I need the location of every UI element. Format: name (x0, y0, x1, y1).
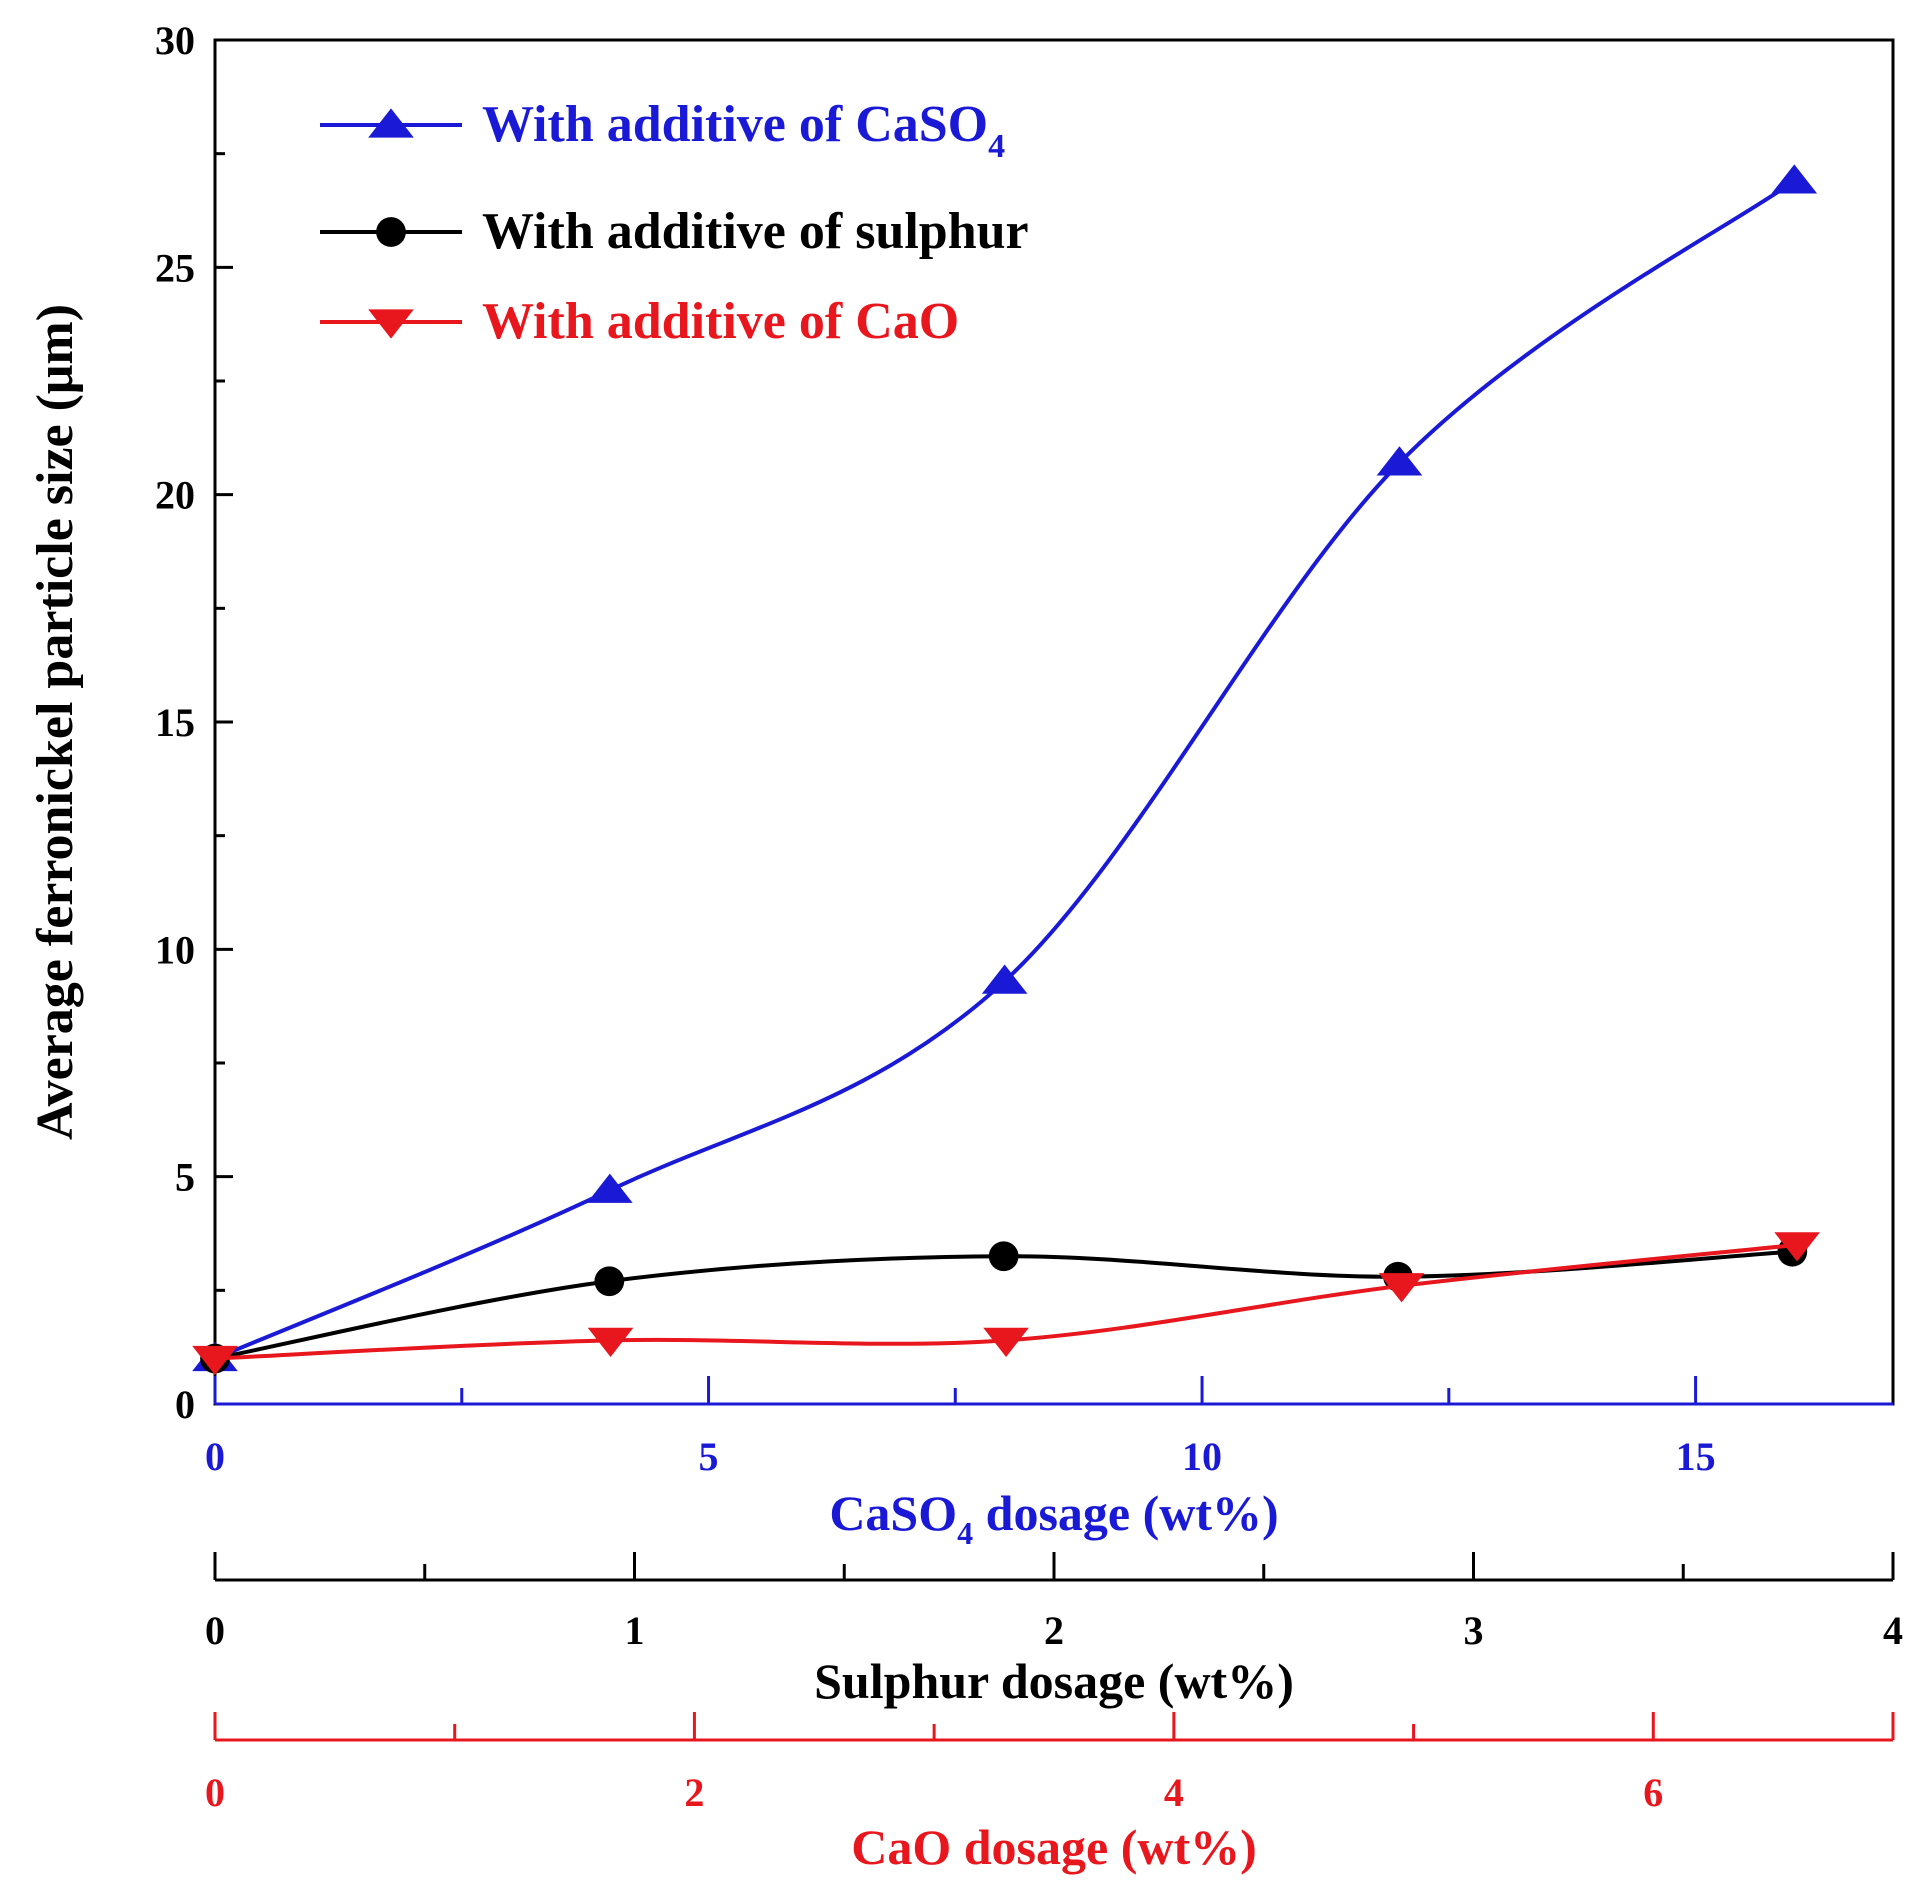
legend-item: With additive of CaO (320, 293, 959, 350)
y-tick-label: 5 (175, 1155, 195, 1200)
legend-item: With additive of sulphur (320, 203, 1029, 260)
x-tick-label: 3 (1464, 1608, 1484, 1653)
x-axis-title: Sulphur dosage (wt%) (814, 1653, 1294, 1709)
series-line (214, 179, 1796, 1361)
x-tick-label: 6 (1643, 1770, 1663, 1815)
legend-label: With additive of CaO (482, 293, 959, 350)
y-axis-title: Average ferronickel particle size (μm) (27, 304, 84, 1140)
series-caso4 (192, 164, 1818, 1372)
x-tick-label: 1 (625, 1608, 645, 1653)
data-point (1771, 164, 1818, 194)
legend: With additive of CaSO4 With additive of s… (320, 96, 1029, 350)
x-tick-label: 2 (684, 1770, 704, 1815)
data-point (192, 1345, 238, 1376)
data-point (1774, 1232, 1820, 1262)
y-tick-label: 10 (155, 927, 195, 972)
x-tick-label: 4 (1883, 1608, 1903, 1653)
plot-border (213, 38, 1895, 1406)
series-layer (192, 164, 1820, 1376)
x-tick-label: 0 (205, 1434, 225, 1479)
x-axes: 0 5 10 15 CaSO4 dosage (wt%) 0 1 2 3 4 Sulphur dos… (205, 1376, 1903, 1875)
data-point (988, 1241, 1019, 1272)
data-point (587, 1327, 634, 1357)
legend-label: With additive of sulphur (482, 203, 1029, 260)
x-tick-label: 0 (205, 1608, 225, 1653)
plot-frame (213, 38, 1895, 1406)
legend-label: With additive of CaSO4 (482, 96, 1005, 165)
data-point (594, 1266, 625, 1297)
x-tick-label: 15 (1676, 1434, 1716, 1479)
x-axis-cao: 0 2 4 6 CaO dosage (wt%) (205, 1712, 1895, 1875)
x-tick-label: 4 (1164, 1770, 1184, 1815)
data-point (983, 1327, 1029, 1357)
y-tick-label: 15 (155, 700, 195, 745)
y-tick-label: 25 (155, 245, 195, 290)
data-point (1376, 446, 1423, 476)
x-tick-label: 2 (1044, 1608, 1064, 1653)
x-axis-title: CaO dosage (wt%) (851, 1819, 1257, 1875)
legend-item: With additive of CaSO4 (320, 96, 1005, 165)
y-axis: 0 5 10 15 20 25 30 Average ferronickel particle… (27, 18, 233, 1427)
y-tick-label: 30 (155, 18, 195, 63)
x-axis-caso4: 0 5 10 15 CaSO4 dosage (wt%) (205, 1376, 1893, 1551)
legend-marker (368, 309, 414, 339)
y-tick-label: 20 (155, 473, 195, 518)
series-cao (192, 1232, 1820, 1376)
data-point (981, 964, 1028, 994)
x-axis-sulphur: 0 1 2 3 4 Sulphur dosage (wt%) (205, 1552, 1903, 1709)
legend-marker (368, 108, 414, 138)
y-tick-label: 0 (175, 1382, 195, 1427)
x-axis-title: CaSO4 dosage (wt%) (829, 1485, 1278, 1551)
legend-marker (376, 217, 406, 247)
data-point (587, 1173, 633, 1203)
x-tick-label: 10 (1182, 1434, 1222, 1479)
x-tick-label: 5 (699, 1434, 719, 1479)
x-tick-label: 0 (205, 1770, 225, 1815)
data-point (1378, 1273, 1425, 1303)
